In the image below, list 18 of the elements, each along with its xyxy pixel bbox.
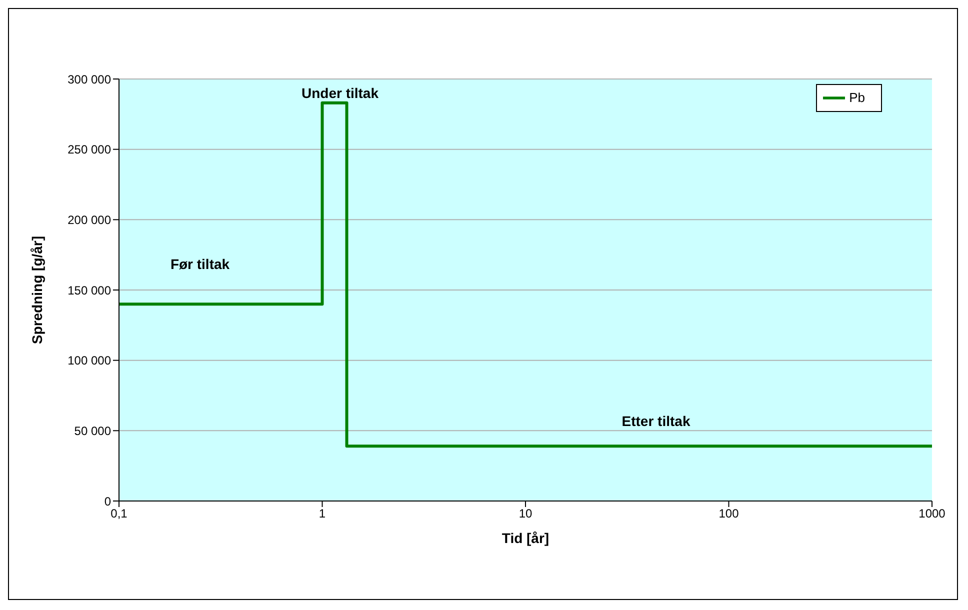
y-tick-label: 200 000 [68,212,112,227]
y-tick-label: 100 000 [68,354,112,368]
legend-label: Pb [849,90,865,106]
y-tick-label: 250 000 [68,142,112,157]
annotation: Etter tiltak [622,413,690,429]
annotation: Under tiltak [301,85,379,101]
x-tick-label: 0,1 [110,506,128,521]
y-axis-title: Spredning [g/år] [28,236,45,344]
x-tick-label: 100 [718,506,740,521]
x-axis-title: Tid [år] [502,530,550,546]
y-tick-label: 300 000 [68,72,112,86]
y-tick-label: 0 [104,494,112,508]
annotation: Før tiltak [170,256,230,272]
y-tick-label: 50 000 [74,424,112,438]
x-tick-label: 10 [518,506,532,521]
y-tick-label: 150 000 [68,283,112,298]
x-tick-label: 1000 [918,506,946,521]
x-tick-label: 1 [318,506,326,521]
